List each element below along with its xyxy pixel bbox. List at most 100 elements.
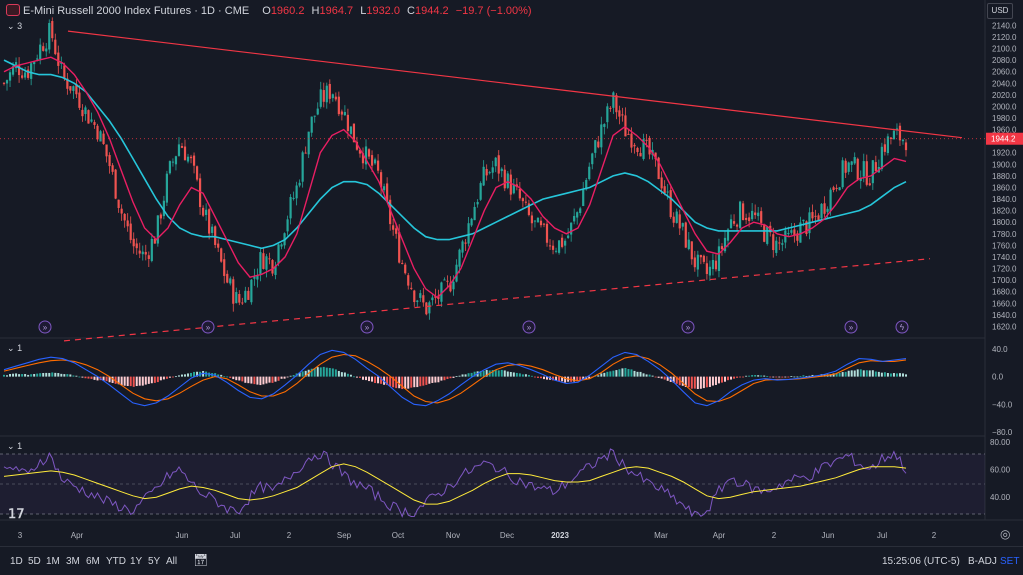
- candle-body: [512, 184, 515, 194]
- macd-pane-toggle[interactable]: ⌄ 1: [7, 343, 22, 354]
- macd-histogram-bar: [241, 376, 244, 382]
- macd-histogram-bar: [443, 376, 446, 381]
- open-label: O: [262, 5, 271, 17]
- candle-body: [419, 293, 422, 298]
- macd-histogram-bar: [723, 376, 726, 382]
- macd-histogram-bar: [422, 376, 425, 386]
- candle-body: [398, 232, 401, 263]
- dividend-event-icon[interactable]: [360, 320, 374, 334]
- candle-body: [189, 156, 193, 159]
- chevron-down-icon: ⌄: [7, 441, 15, 451]
- macd-histogram-bar: [132, 376, 135, 387]
- macd-histogram-bar: [283, 376, 286, 379]
- macd-histogram-bar: [343, 372, 346, 377]
- macd-histogram-bar: [36, 373, 39, 377]
- timeframe-button-1y[interactable]: 1Y: [130, 556, 143, 567]
- macd-histogram-bar: [793, 376, 796, 378]
- candle-body: [5, 80, 9, 84]
- rsi-pane-toggle[interactable]: ⌄ 1: [7, 441, 22, 452]
- candle-body: [277, 244, 280, 264]
- b-adj-toggle[interactable]: B-ADJ: [968, 556, 997, 567]
- macd-histogram-bar: [645, 374, 648, 377]
- rsi-line: [3, 448, 907, 518]
- dividend-event-icon[interactable]: [201, 320, 215, 334]
- macd-histogram-bar: [235, 376, 238, 381]
- macd-histogram-bar: [90, 376, 93, 379]
- candle-body: [895, 128, 899, 130]
- macd-histogram-bar: [313, 368, 316, 377]
- symbol-title[interactable]: E-Mini Russell 2000 Index Futures · 1D ·…: [23, 5, 250, 17]
- tradingview-logo[interactable]: 𝟣𝟩: [8, 506, 25, 521]
- timeframe-button-1m[interactable]: 1M: [46, 556, 60, 567]
- macd-histogram-bar: [120, 376, 123, 386]
- macd-histogram-bar: [618, 369, 621, 377]
- macd-histogram-bar: [389, 376, 392, 387]
- currency-selector[interactable]: USD: [987, 3, 1013, 19]
- macd-histogram-bar: [30, 374, 33, 377]
- timeframe-button-1d[interactable]: 1D: [10, 556, 23, 567]
- macd-histogram-bar: [42, 373, 45, 377]
- candle-body: [42, 46, 45, 51]
- candle-body: [117, 199, 120, 208]
- candle-body: [268, 258, 271, 260]
- candle-body: [361, 153, 365, 164]
- time-tick-label: Apr: [713, 531, 726, 540]
- support-trendline[interactable]: [63, 258, 931, 342]
- candle-body: [760, 211, 763, 223]
- macd-histogram-bar: [177, 375, 180, 377]
- candle-body: [636, 147, 639, 153]
- price-tick-label: 1780.0: [992, 230, 1017, 239]
- macd-histogram-bar: [298, 372, 301, 377]
- candle-body: [325, 85, 328, 103]
- dividend-event-icon[interactable]: [681, 320, 695, 334]
- macd-histogram-bar: [147, 376, 150, 384]
- macd-histogram-bar: [672, 376, 675, 383]
- resistance-trendline[interactable]: [67, 30, 963, 139]
- clock[interactable]: 15:25:06 (UTC-5): [882, 556, 960, 567]
- candle-body: [17, 64, 21, 76]
- earnings-event-icon[interactable]: [895, 320, 909, 334]
- indicators-toggle[interactable]: ⌄ 3: [7, 21, 22, 32]
- candle-body: [618, 110, 621, 117]
- dividend-event-icon[interactable]: [844, 320, 858, 334]
- candle-body: [564, 240, 567, 246]
- timeframe-button-3m[interactable]: 3M: [66, 556, 80, 567]
- macd-histogram-bar: [663, 376, 666, 380]
- candle-body: [554, 250, 558, 252]
- time-tick-label: Jun: [176, 531, 189, 540]
- session-toggle[interactable]: SET: [1000, 556, 1020, 567]
- candle-body: [648, 137, 651, 155]
- candle-body: [521, 198, 524, 202]
- timeframe-button-5d[interactable]: 5D: [28, 556, 41, 567]
- macd-histogram-bar: [431, 376, 434, 383]
- candle-body: [310, 116, 313, 133]
- macd-histogram-bar: [21, 374, 24, 377]
- candle-body: [720, 246, 724, 250]
- macd-histogram-bar: [621, 368, 624, 377]
- dividend-event-icon[interactable]: [522, 320, 536, 334]
- macd-histogram-bar: [467, 373, 470, 377]
- calendar-icon[interactable]: 📅︎: [193, 553, 209, 567]
- timeframe-button-6m[interactable]: 6M: [86, 556, 100, 567]
- macd-histogram-bar: [503, 370, 506, 377]
- macd-histogram-bar: [180, 374, 183, 377]
- timeframe-button-ytd[interactable]: YTD: [106, 556, 126, 567]
- change-value: −19.7 (−1.00%): [455, 5, 532, 17]
- dividend-event-icon[interactable]: [38, 320, 52, 334]
- candle-body: [735, 224, 739, 227]
- candle-body: [386, 183, 389, 201]
- timeframe-button-all[interactable]: All: [166, 556, 178, 567]
- macd-histogram-bar: [530, 375, 533, 377]
- timeframe-button-5y[interactable]: 5Y: [148, 556, 161, 567]
- candle-body: [754, 212, 757, 216]
- macd-histogram-bar: [784, 376, 787, 378]
- macd-histogram-bar: [428, 376, 431, 384]
- candle-body: [295, 185, 298, 199]
- candle-body: [11, 66, 15, 75]
- macd-histogram-bar: [202, 370, 205, 377]
- candle-body: [431, 297, 434, 301]
- gear-icon[interactable]: ◎: [1000, 527, 1010, 541]
- macd-histogram-bar: [401, 376, 404, 390]
- candle-body: [159, 214, 162, 219]
- chart-canvas[interactable]: 2140.02120.02100.02080.02060.02040.02020…: [0, 0, 1023, 546]
